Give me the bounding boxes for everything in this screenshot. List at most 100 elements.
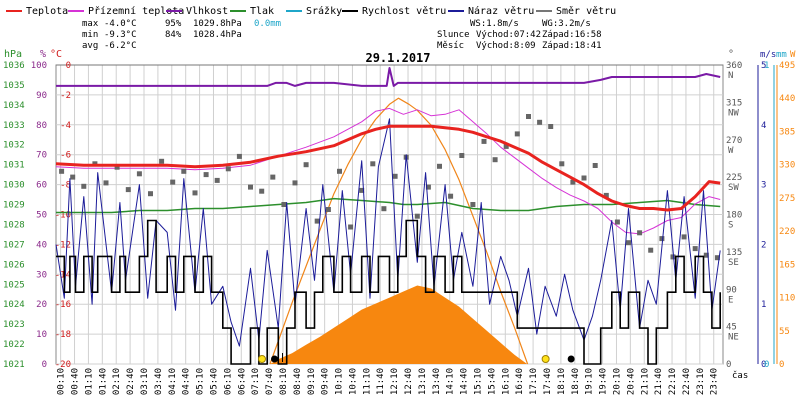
humidity-tick-label: 50 [36,211,47,221]
time-tick-label: 04:40 [182,368,192,395]
direction-tick-label: 180 [726,211,742,221]
wind-direction-point [292,180,298,186]
solar-tick-label: 110 [779,294,795,304]
solar-tick-label: 0 [779,360,784,370]
pressure-tick-label: 1033 [3,121,25,131]
time-tick-label: 20:40 [626,368,636,395]
wind-direction-point [470,202,476,207]
stats-row-label: avg [82,41,98,51]
pressure-tick-label: 1035 [3,81,25,91]
temperature-tick-label: -4 [60,121,71,131]
solar-tick-label: 385 [779,127,795,137]
temperature-tick-label: 0 [66,61,71,71]
time-tick-label: 14:40 [460,368,470,395]
temperature-tick-label: -2 [60,91,71,101]
wind-direction-point [203,172,209,178]
time-tick-label: 17:10 [529,368,539,395]
wind-direction-point [214,177,220,183]
solar-tick-label: 440 [779,94,795,104]
sunset-text: Západ:16:58 [542,30,602,40]
solar-radiation-area [270,285,528,364]
direction-compass-label: SW [728,183,739,193]
sunrise-text: Východ:07:42 [476,30,541,40]
wind-tick-label: 2 [761,240,766,250]
time-tick-label: 09:10 [307,368,317,395]
time-tick-label: 20:10 [613,368,623,395]
humidity-tick-label: 100 [31,61,47,71]
time-tick-label: 15:40 [487,368,497,395]
temperature-tick-label: -10 [55,211,71,221]
wind-direction-point [503,143,509,149]
wind-direction-point [681,234,687,240]
precip-axis-unit: mm [776,50,787,60]
legend-label: Teplota [26,6,68,17]
wind-gust-info: WG:3.2m/s [542,19,591,29]
humidity-tick-label: 80 [36,121,47,131]
time-tick-label: 12:40 [404,368,414,395]
precip-tick-label: 0 [764,360,769,370]
stats-temperature: -4.0°C [104,19,137,29]
legend-label: Rychlost větru [362,5,446,17]
wind-axis-unit: m/s [760,50,776,60]
pressure-tick-label: 1036 [3,61,25,71]
direction-compass-label: SE [728,258,739,268]
wind-direction-point [81,183,87,189]
wind-direction-point [537,119,543,125]
wind-direction-point [659,236,665,242]
wind-direction-point [259,188,265,194]
legend-label: Srážky [306,5,342,17]
time-tick-label: 13:10 [418,368,428,395]
temperature-tick-label: -14 [55,270,71,280]
time-tick-label: 10:40 [348,368,358,395]
pressure-tick-label: 1022 [3,340,25,350]
moonset-text: Západ:18:41 [542,41,602,51]
time-tick-label: 00:10 [57,368,67,395]
direction-tick-label: 135 [726,248,742,258]
wind-direction-point [548,124,554,129]
wind-direction-point [337,168,342,174]
pressure-tick-label: 1024 [3,300,25,310]
time-tick-label: 08:10 [279,368,289,395]
pressure-axis-unit: hPa [4,49,22,60]
time-tick-label: 05:40 [210,368,220,395]
temperature-tick-label: -18 [55,330,71,340]
time-tick-label: 07:40 [265,368,275,395]
wind-direction-point [448,193,454,199]
direction-compass-label: N [728,71,733,81]
wind-direction-point [270,174,276,180]
time-tick-label: 00:40 [71,368,81,395]
humidity-tick-label: 30 [36,270,47,280]
wind-direction-point [370,161,376,167]
direction-compass-label: NW [728,108,739,118]
legend: Teplota Přízemní teplota Vlhkost Tlak Srážky… [6,5,616,17]
time-tick-label: 06:10 [223,368,233,395]
wind-tick-label: 3 [761,181,766,191]
legend-label: Vlhkost [186,6,228,17]
stats-temperature: -9.3°C [104,30,137,40]
direction-tick-label: 0 [726,360,731,370]
wind-direction-point [414,213,420,219]
pressure-tick-label: 1023 [3,320,25,330]
humidity-tick-label: 90 [36,91,47,101]
temperature-tick-label: -6 [60,151,71,161]
direction-tick-label: 45 [726,323,737,333]
time-tick-label: 21:40 [654,368,664,395]
legend-label: Náraz větru [468,5,534,17]
stats-row-label: max [82,19,99,29]
wind-direction-point [492,157,498,163]
wind-direction-point [325,207,331,212]
time-tick-label: 03:40 [154,368,164,395]
stats-row-label: min [82,30,98,40]
time-tick-label: 22:10 [668,368,678,395]
humidity-tick-label: 60 [36,181,47,191]
wind-direction-point [703,252,709,258]
wind-direction-point [170,179,176,185]
time-tick-label: 18:10 [557,368,567,395]
ground-temperature-line [55,107,721,235]
temperature-line [55,124,721,212]
stats-pressure: 1029.8hPa [193,19,242,29]
time-tick-label: 13:40 [432,368,442,395]
solar-tick-label: 55 [779,327,790,337]
time-tick-label: 23:10 [696,368,706,395]
time-tick-label: 12:10 [390,368,400,395]
